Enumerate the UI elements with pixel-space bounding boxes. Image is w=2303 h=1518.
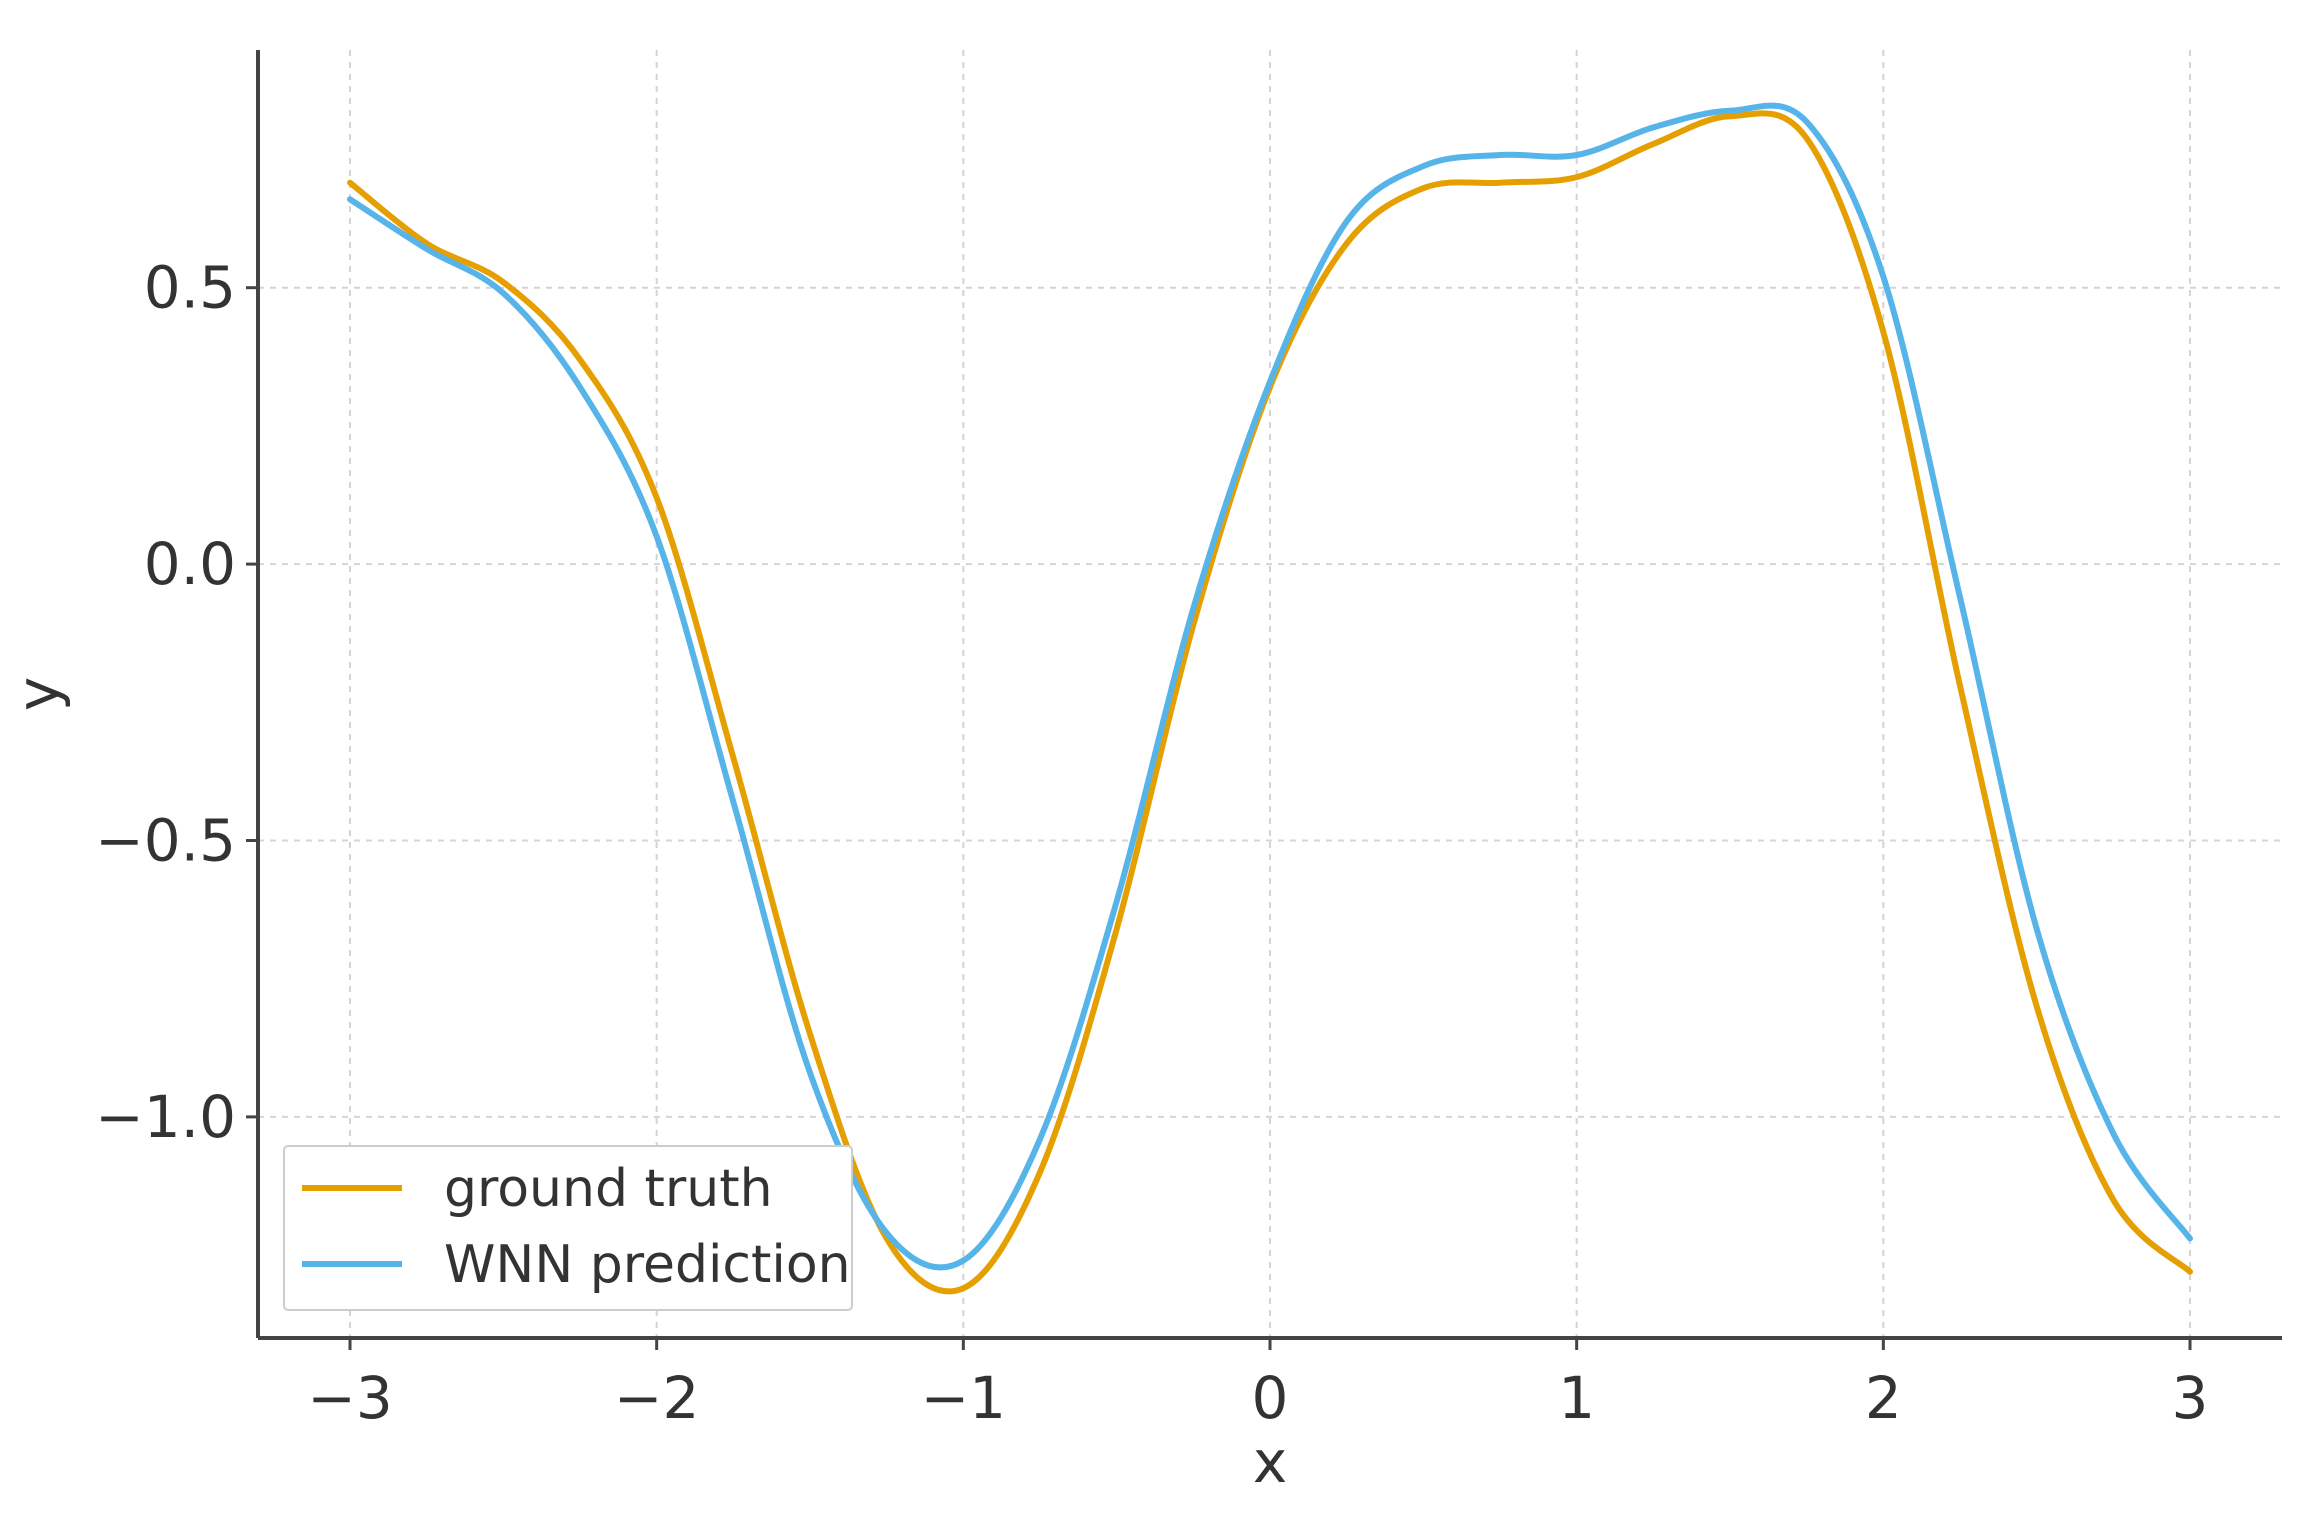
tick-labels: −3 −2 −1 0 1 2 3 −1.0 −0.5 0.0 0.5 [95,254,2208,1432]
x-tick-label: −3 [307,1364,393,1432]
legend-label-wnn-prediction: WNN prediction [444,1235,851,1295]
x-tick-label: 2 [1865,1364,1902,1432]
x-tick-label: −1 [921,1364,1007,1432]
x-axis-title: x [1253,1428,1287,1496]
legend-label-ground-truth: ground truth [444,1159,773,1219]
y-tick-label: −0.5 [95,806,236,874]
plot-area [347,102,2193,1295]
grid [258,50,2282,1338]
legend: ground truth WNN prediction [283,1145,853,1311]
y-tick-label: −1.0 [95,1083,236,1151]
x-tick-label: −2 [614,1364,700,1432]
x-tick-label: 3 [2172,1364,2209,1432]
series-line-wnn-prediction [347,102,2193,1271]
y-tick-label: 0.5 [144,254,236,322]
y-axis-title: y [4,677,72,711]
y-tick-label: 0.0 [144,530,236,598]
x-tick-label: 0 [1252,1364,1289,1432]
x-tick-label: 1 [1558,1364,1595,1432]
legend-box [283,1145,853,1311]
